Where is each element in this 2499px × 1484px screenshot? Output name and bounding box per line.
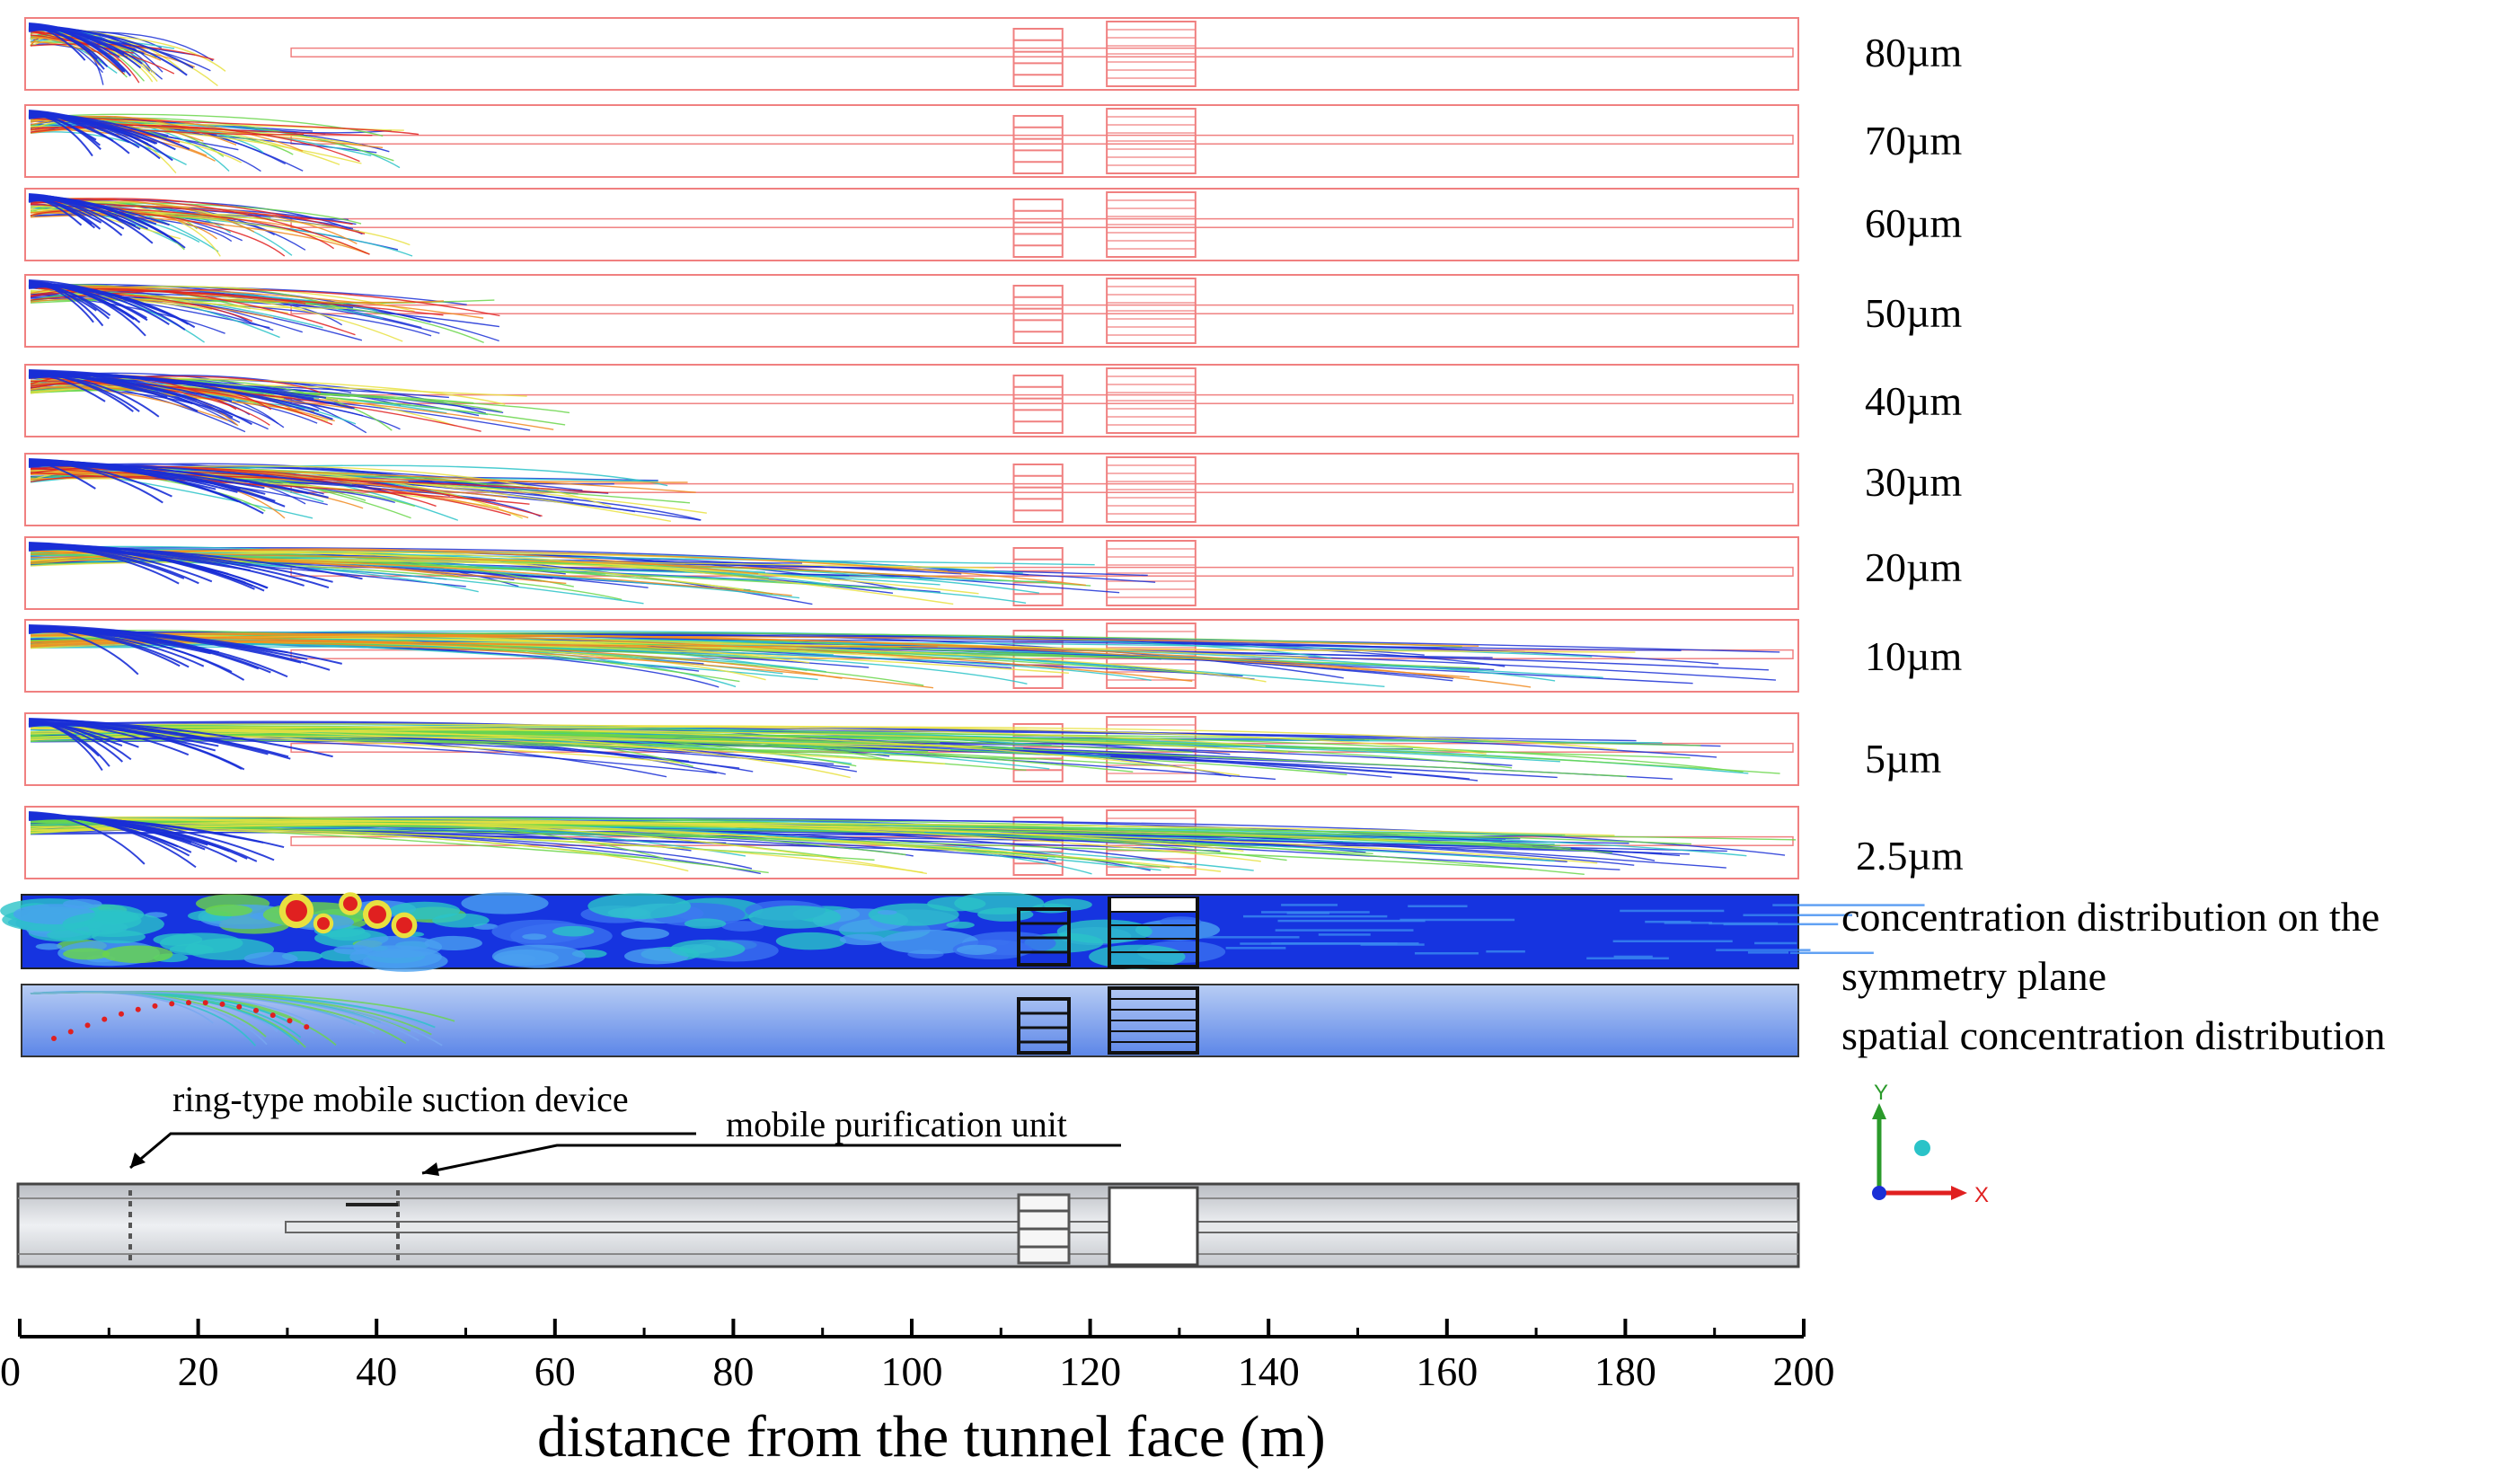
concentration-symmetry-panel [0,892,1925,972]
platform-outline [1106,540,1197,606]
tick-label: 200 [1772,1348,1835,1394]
annotation-leaders [129,1132,1121,1176]
purification-leader [421,1144,1121,1175]
size-label-p5: 5µm [1865,736,1942,782]
work-platform [1108,1186,1199,1267]
tick-label: 40 [356,1348,398,1394]
tick-label: 20 [177,1348,219,1394]
spatial-structures [1017,986,1199,1055]
purification-unit-label: mobile purification unit [726,1104,1067,1144]
origin-dot [1872,1186,1886,1200]
suction-leader [129,1132,696,1170]
streamlines [30,629,1780,689]
duct-outline [290,304,1794,314]
size-label-p50: 50µm [1865,290,1963,336]
face-vortex [28,110,190,162]
trajectory-panel-p2_5 [24,806,1799,879]
size-label-p2_5: 2.5µm [1856,833,1964,879]
face-vortex [28,718,333,772]
face-vortex [28,369,355,426]
suction-arrowhead [130,1153,146,1168]
platform-outline [1106,278,1197,344]
symmetry-plane-structures [1017,897,1199,968]
tick-label: 160 [1416,1348,1479,1394]
high-concentration-spots [278,892,418,939]
tick-label: 180 [1594,1348,1656,1394]
spatial-concentration-panel [21,984,1799,1057]
particle-trajectory-panels [24,17,1799,879]
platform-outline [1106,108,1197,174]
trolley-outline [1012,285,1064,344]
size-label-p20: 20µm [1865,544,1963,590]
trajectory-panel-p50 [24,274,1799,348]
tick-label: 60 [534,1348,576,1394]
face-vortex [28,279,196,337]
trajectory-panel-p5 [24,712,1799,786]
size-label-p40: 40µm [1865,378,1963,424]
duct-outline [290,482,1794,493]
x-arrowhead [1951,1186,1967,1200]
face-vortex [28,811,285,869]
duct-outline [290,393,1794,404]
suction-device-label: ring-type mobile suction device [172,1079,629,1119]
face-vortex [28,193,186,249]
face-vortex [28,624,342,681]
tick-label: 120 [1059,1348,1122,1394]
tick-label: 0 [0,1348,21,1394]
tunnel-schematic [16,1182,1800,1268]
size-label-p70: 70µm [1865,118,1963,163]
size-label-p30: 30µm [1865,459,1963,505]
face-vortex [28,458,382,515]
trajectory-panel-p40 [24,364,1799,437]
symmetry-plane-caption: concentration distribution on the symmet… [1841,888,2386,1065]
spatial-caption: spatial concentration distribution [1841,1012,2386,1058]
trolley-outline [1012,115,1064,174]
y-axis-label: Y [1874,1081,1888,1105]
duct-outline [290,217,1794,228]
axis-title: distance from the tunnel face (m) [537,1404,1326,1470]
platform-outline [1106,191,1197,258]
trolley-outline [1012,199,1064,258]
z-axis-ball [1914,1140,1930,1156]
coordinate-triad: Y X [1872,1081,1989,1207]
tunnel-outline [24,274,1799,348]
spatial-field [21,984,1799,1057]
trajectory-panel-p10 [24,619,1799,693]
trajectory-panel-p60 [24,188,1799,261]
face-vortex [28,22,194,77]
size-label-p60: 60µm [1865,200,1963,246]
purification-arrowhead [422,1162,439,1176]
trolley-structure [1017,1193,1071,1265]
face-vortex [28,542,363,592]
tick-label: 100 [880,1348,943,1394]
platform-outline [1106,21,1197,87]
trajectory-panel-p80 [24,17,1799,91]
tick-label: 80 [712,1348,755,1394]
size-label-p80: 80µm [1865,30,1963,75]
streamlines [30,283,500,344]
platform-outline [1106,367,1197,434]
trolley-outline [1012,28,1064,87]
symmetry-caption-line2: symmetry plane [1841,953,2107,999]
size-label-p10: 10µm [1865,633,1963,679]
symmetry-caption-line1: concentration distribution on the [1841,894,2380,940]
duct-outline [290,47,1794,57]
streamlines [30,816,1797,876]
distance-axis [18,1319,1806,1338]
trolley-outline [1012,464,1064,523]
tunnel-outline [24,17,1799,91]
x-axis-label: X [1974,1183,1989,1207]
trajectory-panel-p30 [24,453,1799,526]
tick-label: 140 [1237,1348,1300,1394]
trajectory-panel-p70 [24,104,1799,178]
y-arrowhead [1872,1103,1886,1119]
spatial-plume [30,991,455,1048]
platform-outline [1106,456,1197,523]
trolley-outline [1012,375,1064,434]
trajectory-panel-p20 [24,536,1799,610]
spatial-hotspots [51,1000,310,1041]
